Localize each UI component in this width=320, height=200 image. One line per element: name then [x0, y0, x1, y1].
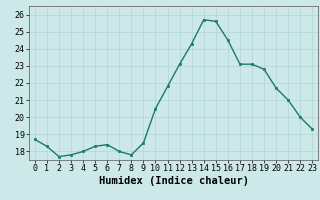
X-axis label: Humidex (Indice chaleur): Humidex (Indice chaleur): [99, 176, 249, 186]
